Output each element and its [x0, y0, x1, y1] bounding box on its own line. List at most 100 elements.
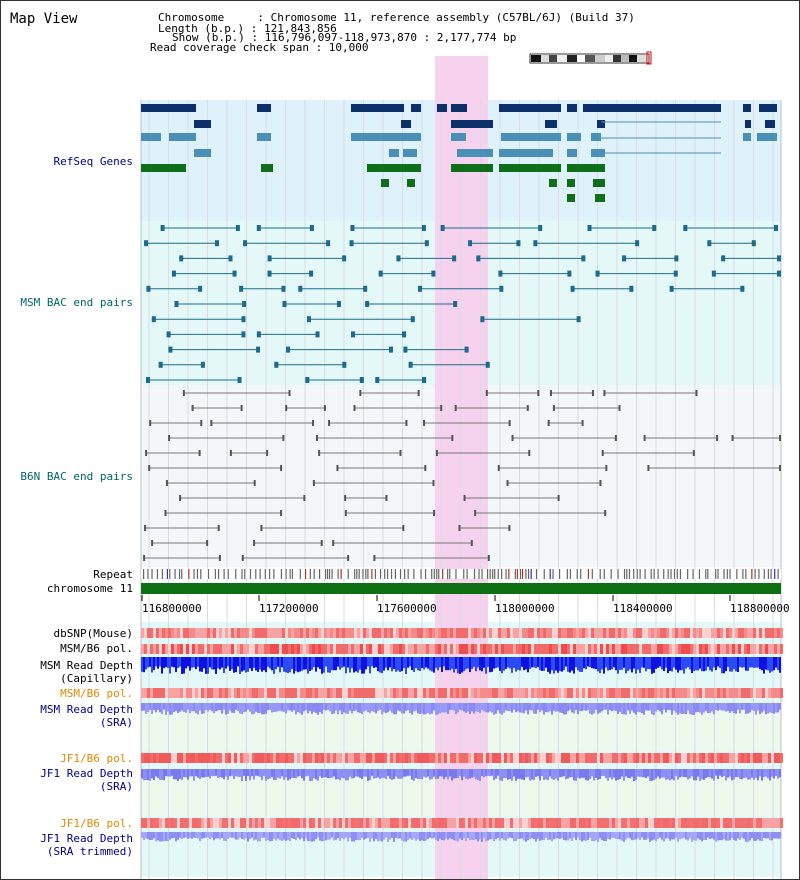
polymorphism-cell [573, 753, 576, 763]
read-depth-bar [389, 769, 391, 779]
b6n-bac-end [451, 435, 454, 441]
read-depth-bar [457, 769, 459, 779]
read-depth-bar [317, 769, 319, 781]
polymorphism-cell [222, 818, 225, 828]
read-depth-bar [705, 832, 707, 841]
repeat-mark [758, 569, 760, 579]
polymorphism-cell [738, 628, 741, 638]
polymorphism-cell [279, 753, 282, 763]
b6n-bac-end [145, 450, 148, 456]
read-depth-bar [159, 657, 161, 667]
polymorphism-cell [144, 818, 147, 828]
polymorphism-cell [531, 628, 534, 638]
read-depth-bar [561, 657, 563, 672]
read-depth-bar [301, 657, 303, 671]
read-depth-bar [557, 657, 559, 673]
read-depth-bar [453, 832, 455, 841]
read-depth-bar [473, 703, 475, 714]
read-depth-bar [309, 832, 311, 842]
read-depth-bar [269, 657, 271, 669]
read-depth-bar [751, 657, 753, 668]
read-depth-bar [701, 832, 703, 842]
polymorphism-cell [522, 628, 525, 638]
read-depth-bar [163, 703, 165, 710]
repeat-mark [576, 569, 578, 579]
read-depth-bar [415, 769, 417, 778]
read-depth-bar [445, 769, 447, 777]
read-depth-bar [525, 703, 527, 711]
read-depth-bar [357, 657, 359, 673]
polymorphism-cell [765, 818, 768, 828]
read-depth-bar [349, 703, 351, 711]
read-depth-bar [359, 832, 361, 841]
polymorphism-cell [177, 753, 180, 763]
repeat-mark [289, 569, 291, 579]
read-depth-bar [255, 832, 257, 840]
polymorphism-cell [315, 628, 318, 638]
read-depth-bar [315, 832, 317, 840]
read-depth-bar [619, 769, 621, 780]
repeat-mark [147, 569, 149, 579]
read-depth-bar [255, 769, 257, 776]
polymorphism-cell [705, 644, 708, 654]
b6n-bac-end [253, 480, 256, 486]
read-depth-bar [393, 769, 395, 780]
polymorphism-cell [372, 818, 375, 828]
read-depth-bar [585, 657, 587, 670]
read-depth-bar [433, 657, 435, 673]
read-depth-bar [345, 832, 347, 838]
polymorphism-cell [711, 644, 714, 654]
polymorphism-cell [471, 628, 474, 638]
read-depth-bar [627, 832, 629, 838]
read-depth-bar [577, 832, 579, 838]
repeat-mark [309, 569, 311, 579]
polymorphism-cell [540, 644, 543, 654]
read-depth-bar [273, 703, 275, 712]
b6n-bac-end [344, 510, 347, 516]
polymorphism-cell [393, 628, 396, 638]
read-depth-bar [667, 769, 669, 780]
polymorphism-cell [252, 688, 255, 698]
polymorphism-cell [219, 753, 222, 763]
polymorphism-cell [324, 688, 327, 698]
polymorphism-cell [483, 644, 486, 654]
polymorphism-cell [336, 628, 339, 638]
read-depth-bar [625, 769, 627, 777]
read-depth-bar [317, 703, 319, 715]
polymorphism-cell [543, 753, 546, 763]
polymorphism-cell [588, 688, 591, 698]
read-depth-bar [171, 703, 173, 715]
polymorphism-cell [504, 753, 507, 763]
label-msm-bac-end-pairs[interactable]: MSM BAC end pairs [20, 296, 133, 309]
read-depth-bar [149, 769, 151, 781]
read-depth-bar [361, 769, 363, 779]
label-b6n-bac-end-pairs[interactable]: B6N BAC end pairs [20, 470, 133, 483]
polymorphism-cell [483, 818, 486, 828]
read-depth-bar [173, 703, 175, 712]
read-depth-bar [315, 703, 317, 714]
polymorphism-cell [504, 688, 507, 698]
polymorphism-cell [363, 644, 366, 654]
read-depth-bar [521, 769, 523, 780]
read-depth-bar [525, 769, 527, 778]
polymorphism-cell [513, 818, 516, 828]
read-depth-bar [603, 832, 605, 841]
polymorphism-cell [333, 644, 336, 654]
read-depth-bar [639, 657, 641, 673]
read-depth-bar [443, 703, 445, 713]
read-depth-bar [695, 657, 697, 671]
msm-bac-end [171, 270, 176, 277]
read-depth-bar [447, 832, 449, 840]
read-depth-bar [603, 657, 605, 674]
polymorphism-cell [618, 644, 621, 654]
polymorphism-cell [396, 753, 399, 763]
label-msm-b6-pol: MSM/B6 pol. [60, 642, 133, 655]
repeat-mark [569, 569, 572, 579]
label-refseq-genes[interactable]: RefSeq Genes [53, 155, 133, 168]
read-depth-bar [251, 657, 253, 671]
read-depth-bar [621, 657, 623, 670]
polymorphism-cell [588, 753, 591, 763]
polymorphism-cell [339, 818, 342, 828]
read-depth-bar [337, 657, 339, 667]
